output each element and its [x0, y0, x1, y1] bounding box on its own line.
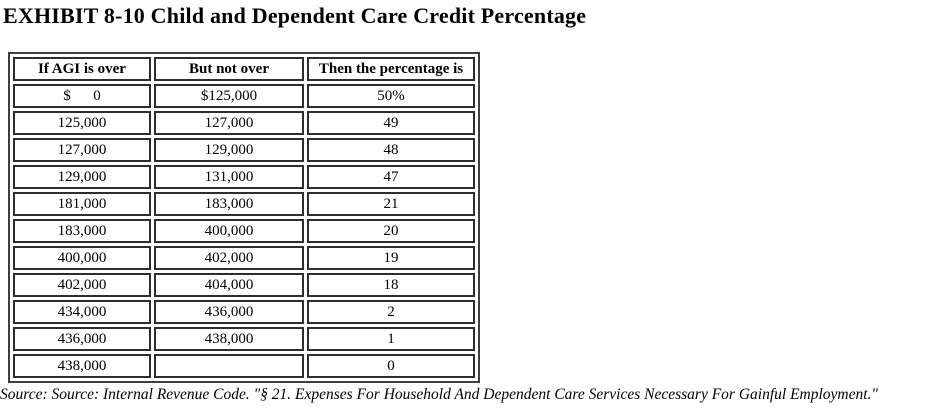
- table-cell: 49: [307, 111, 475, 135]
- table-row: 183,000 400,000 20: [13, 219, 475, 243]
- table-cell: 21: [307, 192, 475, 216]
- table-cell: 438,000: [13, 354, 151, 378]
- table-cell: 0: [307, 354, 475, 378]
- table-cell: 125,000: [13, 111, 151, 135]
- source-note: Source: Source: Internal Revenue Code. "…: [0, 386, 878, 403]
- table-cell: 127,000: [154, 111, 304, 135]
- table-cell: 436,000: [13, 327, 151, 351]
- table-cell: 438,000: [154, 327, 304, 351]
- table-row: 129,000 131,000 47: [13, 165, 475, 189]
- table-cell: 47: [307, 165, 475, 189]
- table-row: 400,000 402,000 19: [13, 246, 475, 270]
- table-cell: 400,000: [13, 246, 151, 270]
- table-cell: 402,000: [154, 246, 304, 270]
- table-row: 402,000 404,000 18: [13, 273, 475, 297]
- table-row: 438,000 0: [13, 354, 475, 378]
- table-cell: 402,000: [13, 273, 151, 297]
- table-cell: 48: [307, 138, 475, 162]
- table-cell: 183,000: [154, 192, 304, 216]
- page: { "title": "EXHIBIT 8-10 Child and Depen…: [0, 4, 932, 412]
- table-cell: 19: [307, 246, 475, 270]
- header-cell-agi-over: If AGI is over: [13, 57, 151, 81]
- table-cell: 181,000: [13, 192, 151, 216]
- table-cell: 50%: [307, 84, 475, 108]
- table-row: 181,000 183,000 21: [13, 192, 475, 216]
- table-cell: 129,000: [13, 165, 151, 189]
- header-cell-percentage: Then the percentage is: [307, 57, 475, 81]
- table-header: If AGI is over But not over Then the per…: [13, 57, 475, 81]
- table-cell: $ 0: [13, 84, 151, 108]
- table-cell: 18: [307, 273, 475, 297]
- table-cell: 129,000: [154, 138, 304, 162]
- page-title: EXHIBIT 8-10 Child and Dependent Care Cr…: [3, 3, 587, 28]
- table-cell: 131,000: [154, 165, 304, 189]
- credit-table-body: $ 0 $125,000 50% 125,000 127,000 49 127,000 129…: [13, 84, 475, 378]
- table-header-row: If AGI is over But not over Then the per…: [13, 57, 475, 81]
- table-cell: 434,000: [13, 300, 151, 324]
- header-cell-but-not-over: But not over: [154, 57, 304, 81]
- table-cell: $125,000: [154, 84, 304, 108]
- table-cell: 1: [307, 327, 475, 351]
- table-cell: 400,000: [154, 219, 304, 243]
- table-cell: [154, 354, 304, 378]
- table-row: 125,000 127,000 49: [13, 111, 475, 135]
- table-row: 434,000 436,000 2: [13, 300, 475, 324]
- table-cell: 183,000: [13, 219, 151, 243]
- table-row: 127,000 129,000 48: [13, 138, 475, 162]
- table-cell: 20: [307, 219, 475, 243]
- table-cell: 404,000: [154, 273, 304, 297]
- table-row: 436,000 438,000 1: [13, 327, 475, 351]
- credit-percentage-table: If AGI is over But not over Then the per…: [8, 52, 480, 383]
- table-cell: 2: [307, 300, 475, 324]
- table-cell: 127,000: [13, 138, 151, 162]
- table-cell: 436,000: [154, 300, 304, 324]
- table-row: $ 0 $125,000 50%: [13, 84, 475, 108]
